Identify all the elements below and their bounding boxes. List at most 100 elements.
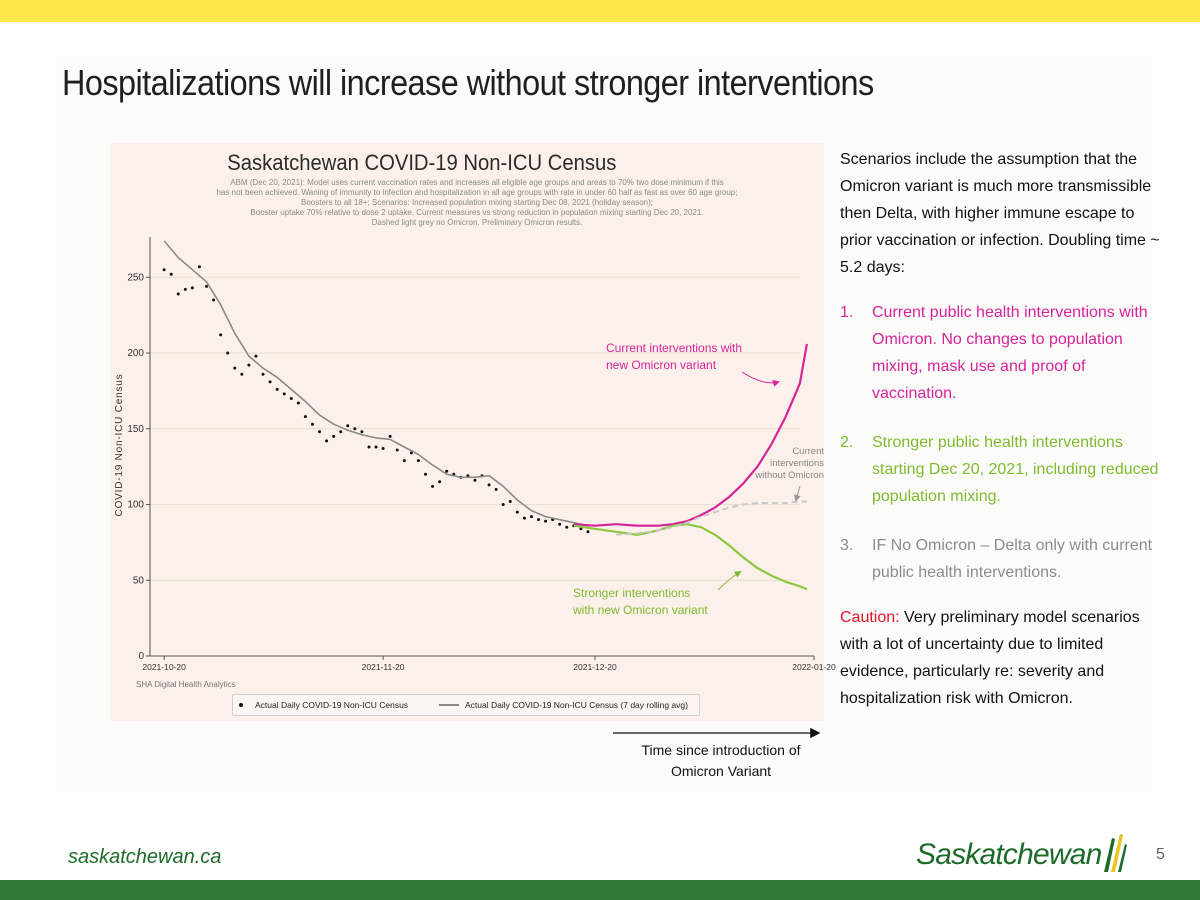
chart-legend: Actual Daily COVID-19 Non-ICU Census Act… — [232, 694, 700, 716]
annotation-arrow-green — [717, 570, 742, 591]
caution-note: Caution: Very preliminary model scenario… — [840, 604, 1160, 712]
scenario-number: 3. — [840, 537, 854, 554]
census-data-point — [226, 351, 230, 355]
rolling-average-line — [163, 240, 589, 527]
census-data-point — [219, 333, 223, 337]
scenario-item-3: 3. IF No Omicron – Delta only with curren… — [840, 532, 1160, 586]
annotation-line: interventions — [770, 458, 824, 469]
x-tick-label: 2022-01-20 — [792, 662, 836, 672]
annotation-line: with new Omicron variant — [573, 603, 708, 617]
y-tick-label: 200 — [127, 348, 144, 359]
census-data-point — [325, 439, 329, 443]
scenario-number: 1. — [840, 304, 854, 321]
bottom-accent-bar — [0, 880, 1200, 900]
census-data-point — [162, 268, 166, 272]
census-data-point — [473, 478, 477, 482]
census-data-point — [360, 430, 364, 434]
annotation-line: Current interventions with — [606, 341, 743, 355]
census-data-point — [176, 292, 180, 296]
census-data-point — [579, 527, 583, 531]
census-data-point — [205, 284, 209, 288]
census-data-point — [353, 427, 357, 431]
chart-title: Saskatchewan COVID-19 Non-ICU Census — [227, 150, 617, 175]
annotation-line: without Omicron — [755, 470, 824, 481]
slide-title: Hospitalizations will increase without s… — [62, 62, 874, 103]
census-data-point — [310, 422, 314, 426]
y-axis-label-text: COVID-19 Non-ICU Census — [114, 373, 125, 517]
chart-subtitle-line: Booster uptake 70% relative to dose 2 up… — [250, 208, 704, 217]
census-data-point — [494, 487, 498, 491]
scenario-list: 1. Current public health interventions wi… — [840, 299, 1160, 586]
census-data-point — [332, 434, 336, 438]
census-data-point — [416, 459, 420, 463]
chart-background — [110, 143, 824, 721]
scenario-text: Stronger public health interventions sta… — [872, 434, 1159, 505]
scenario-text: Current public health interventions with… — [872, 304, 1148, 402]
x-tick-label: 2021-12-20 — [573, 662, 617, 672]
census-data-point — [303, 415, 307, 419]
census-data-point — [197, 265, 201, 269]
census-data-point — [247, 363, 251, 367]
census-data-point — [508, 499, 512, 503]
scenario-number: 2. — [840, 434, 854, 451]
census-data-point — [395, 448, 399, 452]
time-axis-label-line: Time since introduction of — [641, 742, 801, 758]
census-data-point — [381, 446, 385, 450]
annotation-no-omicron: Current interventions without Omicron — [752, 446, 824, 482]
census-data-point — [529, 515, 533, 519]
census-data-point — [212, 298, 216, 302]
census-data-point — [339, 430, 343, 434]
y-tick-label: 150 — [127, 424, 144, 435]
legend-dot-marker — [239, 703, 243, 707]
footer-website-link[interactable]: saskatchewan.ca — [68, 846, 222, 868]
y-tick-label: 0 — [138, 651, 144, 662]
census-data-point — [409, 451, 413, 455]
chart-subtitle-line: Dashed light grey no Omicron. Preliminar… — [371, 218, 583, 227]
chart-subtitle-line: ABM (Dec 20, 2021): Model uses current v… — [230, 178, 724, 187]
annotation-stronger-omicron: Stronger interventions with new Omicron … — [573, 585, 708, 619]
chart-subtitle-line: has not been achieved. Waning of immunit… — [216, 188, 738, 197]
census-data-point — [240, 372, 244, 376]
chart-subtitle-line: Boosters to all 18+; Scenarios: Increase… — [301, 198, 653, 207]
census-data-point — [402, 459, 406, 463]
top-accent-bar — [0, 0, 1200, 22]
legend-label-daily: Actual Daily COVID-19 Non-ICU Census — [255, 700, 409, 710]
annotation-arrow-grey — [794, 485, 801, 502]
census-data-point — [438, 480, 442, 484]
legend-label-rolling: Actual Daily COVID-19 Non-ICU Census (7 … — [465, 700, 688, 710]
census-data-point — [515, 510, 519, 514]
current-omicron-line — [573, 343, 808, 527]
annotation-line: new Omicron variant — [606, 358, 717, 372]
census-data-point — [565, 525, 569, 529]
census-data-point — [318, 430, 322, 434]
caution-text: Very preliminary model scenarios with a … — [840, 609, 1140, 707]
y-tick-label: 50 — [133, 575, 145, 586]
census-data-point — [374, 445, 378, 449]
annotation-line: Stronger interventions — [573, 586, 691, 600]
census-data-point — [501, 503, 505, 507]
census-data-point — [544, 519, 548, 523]
scenario-item-1: 1. Current public health interventions wi… — [840, 299, 1160, 407]
legend-line-marker — [439, 704, 459, 706]
annotation-current-omicron: Current interventions with new Omicron v… — [606, 340, 742, 374]
census-data-point — [431, 484, 435, 488]
census-data-point — [289, 396, 293, 400]
census-data-point — [275, 387, 279, 391]
census-data-point — [233, 366, 237, 370]
census-data-point — [558, 522, 562, 526]
census-data-point — [586, 530, 590, 534]
no-omicron-dashed-line — [616, 500, 807, 536]
census-data-point — [169, 272, 173, 276]
stronger-omicron-line — [573, 523, 808, 591]
chart-source: SHA Digital Health Analytics — [136, 680, 236, 689]
scenario-intro: Scenarios include the assumption that th… — [840, 151, 1160, 276]
census-data-point — [282, 392, 286, 396]
census-data-point — [388, 434, 392, 438]
x-tick-label: 2021-10-20 — [142, 662, 186, 672]
y-tick-label: 250 — [127, 272, 144, 283]
census-data-point — [537, 518, 541, 522]
annotation-line: Current — [792, 446, 824, 457]
chart-subtitle: ABM (Dec 20, 2021): Model uses current v… — [150, 178, 804, 228]
time-axis-label: Time since introduction of Omicron Varia… — [636, 740, 806, 782]
